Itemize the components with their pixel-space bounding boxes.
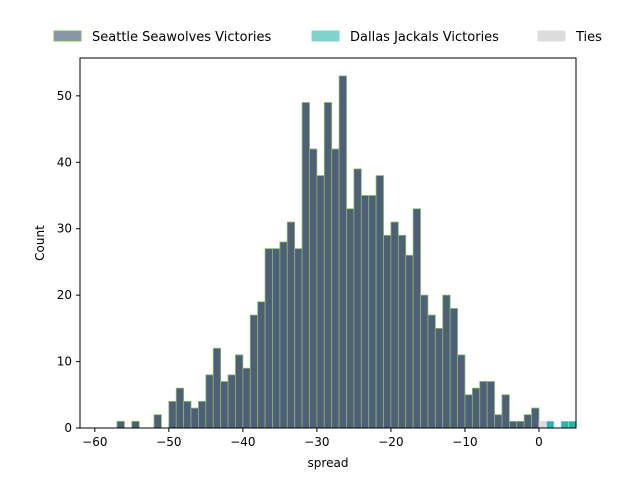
bar-series0-x-15 (427, 314, 436, 429)
y-tick-label: 20 (57, 288, 72, 302)
y-tick-label: 50 (57, 89, 72, 103)
x-tick-label: −60 (82, 435, 107, 449)
bar-series0-x-34 (286, 221, 296, 429)
bar-series0-x-50 (168, 401, 177, 429)
bar-series0-x-44 (212, 347, 222, 429)
bar-series0-x-4 (508, 420, 518, 429)
bar-series0-x-35 (279, 241, 288, 429)
y-tick-label: 30 (57, 222, 72, 236)
legend-swatch-1 (311, 30, 340, 42)
bar-series0-x-57 (116, 420, 125, 429)
bar-series0-x-13 (442, 294, 451, 429)
bar-series0-x-41 (235, 354, 244, 429)
bar-series0-x-31 (309, 148, 318, 429)
bar-series0-x-38 (257, 301, 266, 429)
y-tick-label: 40 (57, 155, 72, 169)
bar-series0-x-26 (346, 208, 355, 429)
bar-series0-x-19 (397, 234, 407, 429)
bar-series0-x-6 (494, 414, 503, 429)
bar-series0-x-5 (501, 394, 510, 429)
bar-series0-x-33 (294, 248, 303, 429)
bar-series0-x-42 (227, 374, 236, 429)
bar-series0-x-12 (449, 308, 458, 429)
bar-series0-x-43 (220, 381, 229, 429)
bars-layer (116, 75, 577, 429)
bar-series1-x4 (568, 420, 577, 429)
bar-series0-x-9 (471, 387, 481, 429)
bar-series0-x-16 (420, 294, 429, 429)
bar-series0-x-40 (242, 367, 251, 429)
legend-swatch-0 (53, 30, 82, 42)
bar-series0-x-24 (360, 195, 370, 429)
bar-series0-x-27 (338, 75, 347, 429)
bar-series0-x-46 (198, 401, 207, 429)
bar-series0-x-23 (368, 195, 377, 429)
bar-series0-x-36 (272, 248, 281, 429)
bar-series0-x-10 (464, 394, 473, 429)
y-tick-label: 10 (57, 355, 72, 369)
x-tick-label: 0 (535, 435, 543, 449)
bar-series0-x-1 (531, 407, 540, 429)
bar-series0-x-8 (479, 381, 488, 429)
bar-series0-x-49 (175, 387, 185, 429)
bar-series0-x-2 (523, 414, 532, 429)
bar-series0-x-32 (301, 102, 310, 429)
bar-series0-x-25 (353, 168, 362, 429)
bar-series0-x-21 (383, 234, 392, 429)
y-tick-label: 0 (64, 421, 72, 435)
bar-series0-x-55 (131, 420, 140, 429)
bar-series0-x-28 (331, 148, 340, 429)
y-axis-label: Count (33, 225, 47, 261)
bar-series0-x-45 (205, 374, 214, 429)
bar-series0-x-47 (190, 407, 199, 429)
bar-series0-x-17 (412, 208, 421, 429)
legend-label-1: Dallas Jackals Victories (350, 30, 499, 45)
bar-series0-x-7 (486, 381, 495, 429)
x-tick-label: −50 (156, 435, 181, 449)
bar-series0-x-39 (249, 314, 259, 429)
legend-label-0: Seattle Seawolves Victories (92, 30, 272, 45)
bar-series0-x-37 (264, 248, 273, 429)
bar-series0-x-48 (183, 401, 192, 429)
legend: Seattle Seawolves Victories Dallas Jackal… (53, 30, 602, 45)
bar-series0-x-11 (457, 354, 466, 429)
bar-series0-x-3 (516, 420, 525, 429)
x-tick-label: −10 (452, 435, 477, 449)
x-tick-label: −20 (378, 435, 403, 449)
bar-series2-x0 (538, 420, 547, 429)
bar-series0-x-30 (316, 175, 325, 429)
x-axis: −60 −50 −40 −30 −20 −10 0 (82, 428, 543, 449)
x-axis-label: spread (308, 456, 349, 470)
bar-series0-x-18 (405, 254, 414, 429)
bar-series0-x-14 (434, 327, 444, 429)
bar-series0-x-29 (323, 102, 333, 429)
bar-series1-x1 (545, 420, 555, 429)
bar-series0-x-20 (390, 221, 399, 429)
plot-frame (79, 57, 577, 429)
bar-series1-x3 (560, 420, 569, 429)
legend-swatch-2 (537, 30, 566, 42)
x-tick-label: −30 (304, 435, 329, 449)
y-axis: 0 10 20 30 40 50 (57, 89, 80, 435)
bar-series0-x-22 (375, 175, 384, 429)
bar-series0-x-52 (153, 414, 162, 429)
legend-label-2: Ties (575, 30, 602, 45)
x-tick-label: −40 (230, 435, 255, 449)
